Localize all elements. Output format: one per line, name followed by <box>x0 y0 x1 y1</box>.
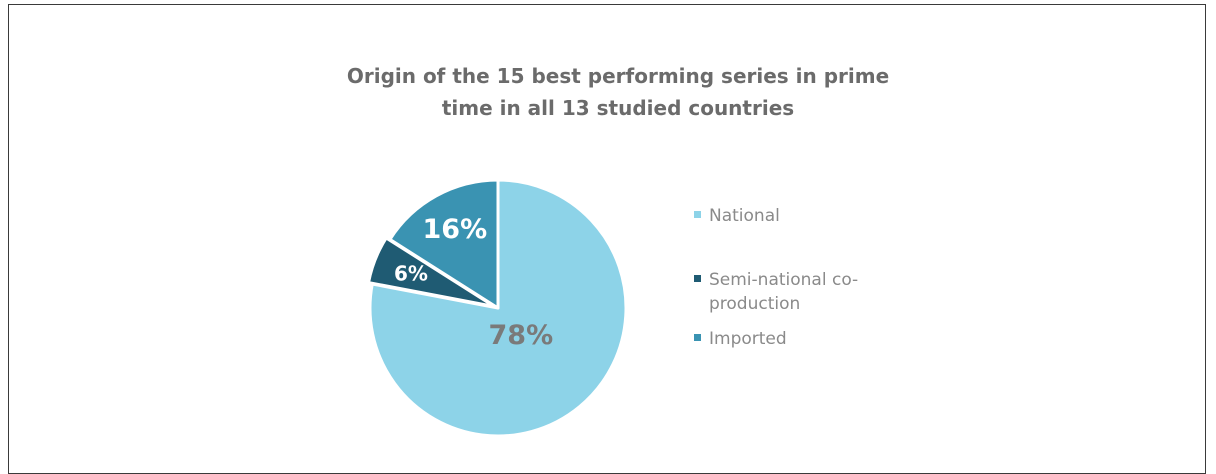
legend-item-national: National <box>694 204 780 228</box>
legend-swatch-imported <box>694 333 701 341</box>
legend-swatch-semi-national <box>694 274 701 282</box>
data-label-semi-national: 6% <box>394 262 428 286</box>
data-label-imported: 16% <box>423 214 488 245</box>
chart-title-line-1: Origin of the 15 best performing series … <box>346 64 890 88</box>
legend-item-imported: Imported <box>694 327 787 351</box>
legend-label-semi-national: Semi-national co-production <box>709 268 858 316</box>
legend-swatch-national <box>694 210 701 218</box>
legend-item-semi-national: Semi-national co-production <box>694 268 858 316</box>
legend-label-imported: Imported <box>709 329 787 349</box>
pie-chart: 78% 6% 16% <box>367 178 628 438</box>
pie-slice-imported <box>388 178 500 310</box>
chart-title: Origin of the 15 best performing series … <box>318 60 918 124</box>
data-label-national: 78% <box>489 320 554 351</box>
chart-title-line-2: time in all 13 studied countries <box>441 96 795 120</box>
legend-label-semi-national-line-1: Semi-national co- <box>709 270 859 290</box>
pie-slice-semi-national <box>367 236 496 309</box>
legend-label-semi-national-line-2: production <box>709 294 801 314</box>
legend-label-national: National <box>709 206 780 226</box>
